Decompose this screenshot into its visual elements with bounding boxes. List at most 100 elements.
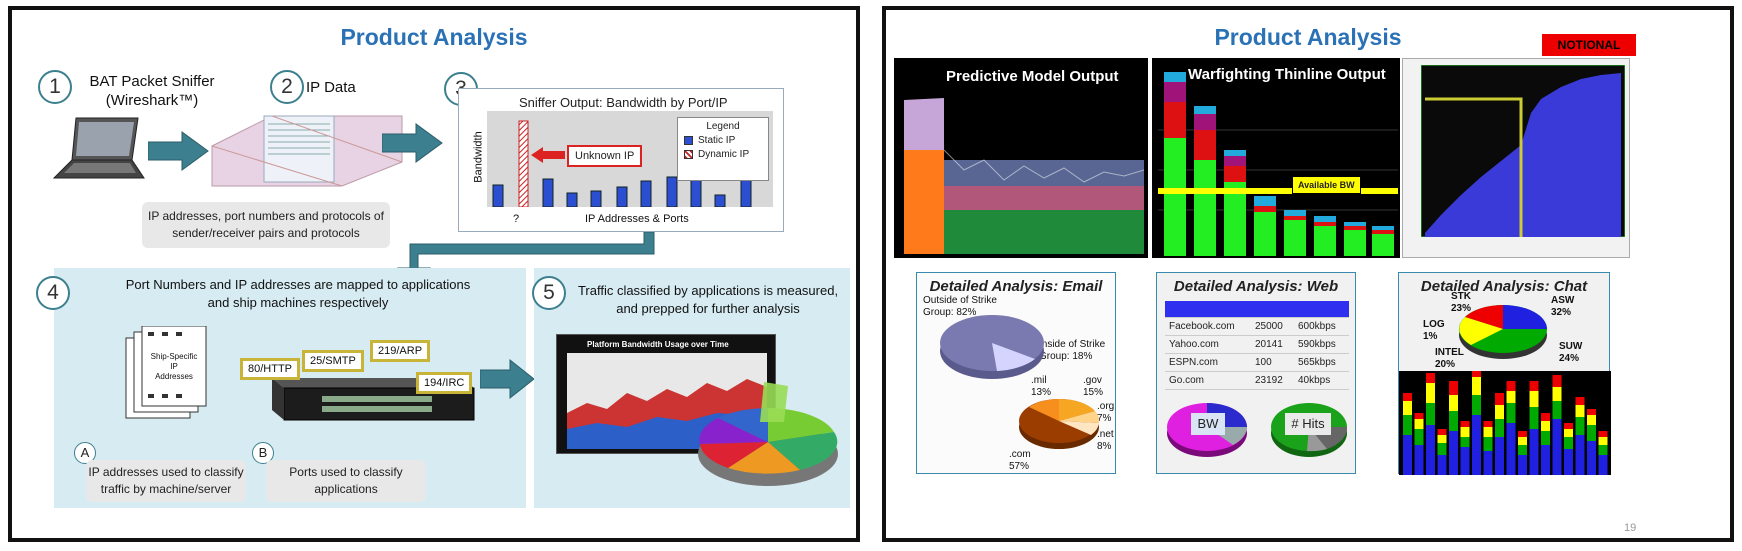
step-2-label: IP Data <box>306 79 356 96</box>
email-com: .com <box>1009 449 1031 460</box>
step-4-line1: Port Numbers and IP addresses are mapped… <box>125 277 471 292</box>
email-outside-label: Outside of Strike Group: 82% <box>923 295 997 318</box>
ip-data-capture-image <box>211 115 403 187</box>
step-4-line2: and ship machines respectively <box>207 295 389 310</box>
legend-dynamic: Dynamic IP <box>684 149 762 160</box>
web-bw-label: BW <box>1191 413 1225 435</box>
ip-note-line1: IP addresses, port numbers and protocols… <box>148 209 384 223</box>
arrow-4-icon <box>480 358 535 400</box>
bar-static <box>714 194 726 207</box>
chat-log-pct: 1% <box>1423 331 1438 342</box>
email-mil-label: .mil 13% <box>1031 375 1051 399</box>
chat-bar-segment <box>1564 423 1573 429</box>
chat-intel-pct: 20% <box>1435 359 1456 370</box>
chat-bar-segment <box>1483 421 1493 427</box>
email-strike-pie <box>940 315 1044 379</box>
chat-stk-label: STK 23% <box>1451 291 1471 315</box>
chat-bar-segment <box>1460 437 1470 447</box>
chat-bar-segment <box>1541 413 1550 421</box>
email-net-pct: 8% <box>1097 441 1112 452</box>
chat-bar-segment <box>1403 435 1412 475</box>
email-org: .org <box>1097 401 1115 412</box>
email-inside-label: Inside of Strike Group: 18% <box>1039 339 1106 362</box>
chat-stacked-bars <box>1399 371 1611 475</box>
chat-bar-segment <box>1449 411 1458 431</box>
ip-note-box: IP addresses, port numbers and protocols… <box>142 202 390 248</box>
web-table: Facebook.com 25000 600kbps Yahoo.com 20141 5… <box>1165 301 1349 390</box>
table-row: Yahoo.com 20141 590kbps <box>1165 335 1349 354</box>
chat-pie <box>1459 305 1547 359</box>
chat-bar-segment <box>1529 429 1539 475</box>
chat-bar-segment <box>1552 401 1562 419</box>
network-switch-icon <box>272 378 475 421</box>
chat-bar-segment <box>1437 443 1447 455</box>
table-row: ESPN.com 100 565kbps <box>1165 353 1349 372</box>
email-title: Detailed Analysis: Email <box>929 278 1103 295</box>
predictive-stacked-plot <box>904 98 1144 254</box>
chat-bar-segment <box>1403 401 1412 415</box>
chat-asw-pct: 32% <box>1551 307 1572 318</box>
unknown-ip-callout: Unknown IP <box>567 145 643 167</box>
bar-static <box>666 176 678 207</box>
chat-bar-segment <box>1414 419 1424 429</box>
chat-bar-segment <box>1449 395 1458 411</box>
chat-bar-segment <box>1460 447 1470 475</box>
port-tag-arp: 219/ARP <box>370 340 431 362</box>
web-analysis-panel: Detailed Analysis: Web Facebook.com 25000… <box>1156 272 1356 474</box>
ip-note-line2: sender/receiver pairs and protocols <box>172 226 360 240</box>
chat-bar-segment <box>1437 435 1447 443</box>
chat-bar-segment <box>1460 421 1470 427</box>
email-org-label: .org 7% <box>1097 401 1114 425</box>
arrow-2-icon <box>382 123 443 163</box>
email-domain-pie <box>1019 398 1100 449</box>
step-4-description: Port Numbers and IP addresses are mapped… <box>68 276 528 312</box>
email-com-label: .com 57% <box>1009 449 1031 473</box>
email-mil-pct: 13% <box>1031 387 1052 398</box>
web-cell-bw: 600kbps <box>1293 317 1349 336</box>
step-5-line1: Traffic classified by applications is me… <box>577 283 839 298</box>
email-org-pct: 7% <box>1097 413 1112 424</box>
bar-dynamic-unknown <box>518 120 529 207</box>
step-5-marker: 5 <box>532 276 566 310</box>
email-gov: .gov <box>1083 375 1102 386</box>
email-analysis-panel: Detailed Analysis: Email Outside of Stri… <box>916 272 1116 474</box>
chat-bar-segment <box>1495 405 1504 419</box>
web-cell-bw: 590kbps <box>1293 335 1349 354</box>
legend-dynamic-label: Dynamic IP <box>698 149 750 160</box>
sniffer-output-panel: Sniffer Output: Bandwidth by Port/IP Ban… <box>458 88 784 232</box>
email-net: .net <box>1097 429 1114 440</box>
chat-bar-segment <box>1598 455 1608 475</box>
web-title: Detailed Analysis: Web <box>1173 278 1339 295</box>
chat-bar-segment <box>1426 383 1435 403</box>
sniffer-chart-title: Sniffer Output: Bandwidth by Port/IP <box>519 95 728 110</box>
chat-bar-segment <box>1437 429 1447 435</box>
chat-bar-segment <box>1506 391 1516 403</box>
web-cell-site: ESPN.com <box>1165 353 1251 372</box>
slide-title: Product Analysis <box>1214 24 1402 50</box>
web-cell-site: Yahoo.com <box>1165 335 1251 354</box>
chat-bar-segment <box>1518 431 1527 437</box>
chat-bar-segment <box>1529 391 1539 407</box>
web-cell-hits: 25000 <box>1251 317 1294 336</box>
bandwidth-usage-chart: Platform Bandwidth Usage over Time <box>556 334 776 454</box>
predictive-title: Predictive Model Output <box>946 68 1119 85</box>
chat-bar-segment <box>1564 449 1573 475</box>
chat-bar-segment <box>1495 393 1504 405</box>
chat-bar-segment <box>1575 417 1585 435</box>
right-slide: Product Analysis NOTIONAL Predictive Mod… <box>882 6 1734 542</box>
warfighting-chart: Warfighting Thinline Output Available BW <box>1152 58 1400 258</box>
chat-bar-segment <box>1460 427 1470 437</box>
chat-bar-segment <box>1495 419 1504 437</box>
chat-asw-label: ASW 32% <box>1551 295 1574 319</box>
doc-label-line1: Ship-Specific <box>150 352 198 361</box>
slide-title: Product Analysis <box>340 24 528 50</box>
chat-bar-segment <box>1575 397 1585 405</box>
warfighting-bars <box>1158 72 1398 256</box>
doc-label-line3: Addresses <box>155 372 193 381</box>
chat-bar-segment <box>1518 437 1527 445</box>
sniffer-legend: Legend Static IP Dynamic IP <box>677 117 769 181</box>
chat-bar-segment <box>1552 419 1562 475</box>
chat-bar-segment <box>1587 415 1596 425</box>
web-hits-label: # Hits <box>1285 413 1331 435</box>
chat-bar-segment <box>1472 415 1481 475</box>
